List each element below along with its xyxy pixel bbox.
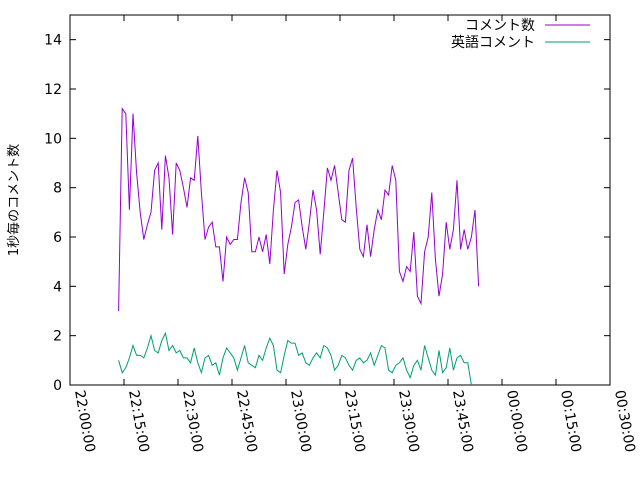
y-tick-label: 0 [53, 378, 62, 394]
x-tick-label: 23:45:00 [449, 389, 476, 454]
x-tick-label: 00:15:00 [557, 389, 584, 454]
x-tick-label: 00:30:00 [611, 389, 638, 454]
y-tick-label: 12 [44, 82, 62, 98]
y-tick-label: 2 [53, 329, 62, 345]
legend-label: 英語コメント [451, 34, 535, 51]
legend-label: コメント数 [465, 18, 535, 34]
series-line-1 [118, 107, 480, 312]
y-tick-label: 6 [53, 230, 62, 246]
x-tick-label: 00:00:00 [503, 389, 530, 454]
y-tick-label: 8 [53, 181, 62, 197]
x-tick-label: 22:45:00 [233, 389, 260, 454]
x-tick-label: 23:00:00 [287, 389, 314, 454]
plot-frame [69, 14, 611, 386]
x-tick-label: 23:15:00 [341, 389, 368, 454]
series-layer [118, 107, 480, 386]
x-tick-label: 22:30:00 [179, 389, 206, 454]
x-tick-label: 22:15:00 [125, 389, 152, 454]
x-tick-label: 22:00:00 [71, 389, 98, 454]
y-tick-label: 14 [44, 33, 62, 49]
y-axis-label: 1秒毎のコメント数 [6, 144, 22, 256]
y-axis-ticks: 0 2 4 6 8 10 12 14 [44, 33, 610, 394]
x-tick-label: 23:30:00 [395, 389, 422, 454]
series-line-2 [118, 331, 472, 386]
x-axis-ticks: 22:00:00 22:15:00 22:30:00 22:45:00 23:00:00… [69, 15, 638, 454]
y-tick-label: 10 [44, 131, 62, 147]
y-tick-label: 4 [53, 279, 62, 295]
